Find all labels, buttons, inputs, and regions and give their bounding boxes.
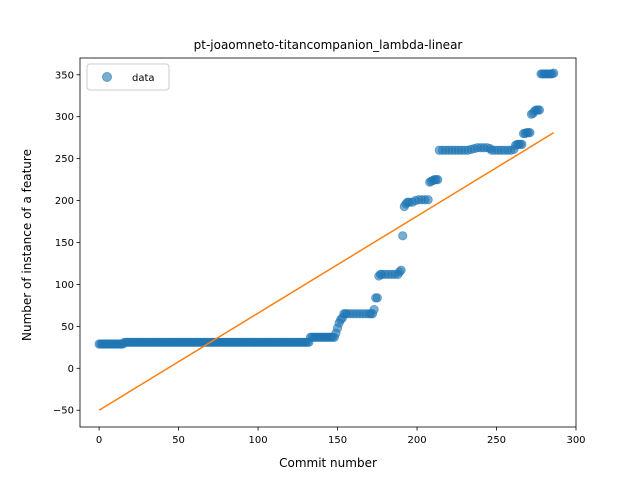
legend-box xyxy=(86,63,170,91)
data-point xyxy=(396,265,406,275)
x-tick-label: 0 xyxy=(96,435,102,446)
data-point xyxy=(525,128,535,138)
data-point xyxy=(372,293,382,303)
data-marks xyxy=(94,68,559,349)
chart-title: pt-joaomneto-titancompanion_lambda-linea… xyxy=(194,38,463,52)
y-tick-label: 200 xyxy=(55,196,74,207)
y-tick-label: −50 xyxy=(53,406,74,417)
legend-marker-data xyxy=(102,72,112,82)
x-tick-label: 100 xyxy=(249,435,268,446)
x-tick-label: 150 xyxy=(328,435,347,446)
data-point xyxy=(517,139,527,149)
y-tick-label: 250 xyxy=(55,154,74,165)
y-axis-title: Number of instance of a feature xyxy=(20,149,34,341)
fit-line-layer xyxy=(98,131,555,411)
y-tick-label: 100 xyxy=(55,280,74,291)
y-tick-label: 50 xyxy=(61,322,74,333)
data-point xyxy=(534,105,545,115)
y-tick-label: 150 xyxy=(55,238,74,249)
legend-label-data: data xyxy=(132,73,155,84)
y-tick-label: 0 xyxy=(68,364,74,375)
data-point xyxy=(398,231,408,241)
fit-line xyxy=(98,131,555,411)
x-tick-label: 50 xyxy=(172,435,185,446)
x-axis: 0 50 100 150 200 250 300 xyxy=(96,427,586,446)
legend: data xyxy=(86,63,170,91)
data-point xyxy=(549,68,559,78)
x-tick-label: 300 xyxy=(566,435,585,446)
x-tick-label: 250 xyxy=(487,435,506,446)
data-point xyxy=(423,195,433,205)
x-axis-title: Commit number xyxy=(279,456,377,470)
y-axis: −50 0 50 100 150 200 250 300 350 xyxy=(53,70,80,417)
data-point xyxy=(433,175,443,185)
y-tick-label: 350 xyxy=(55,70,74,81)
y-tick-label: 300 xyxy=(55,112,74,123)
data-point xyxy=(369,304,379,315)
x-tick-label: 200 xyxy=(407,435,426,446)
